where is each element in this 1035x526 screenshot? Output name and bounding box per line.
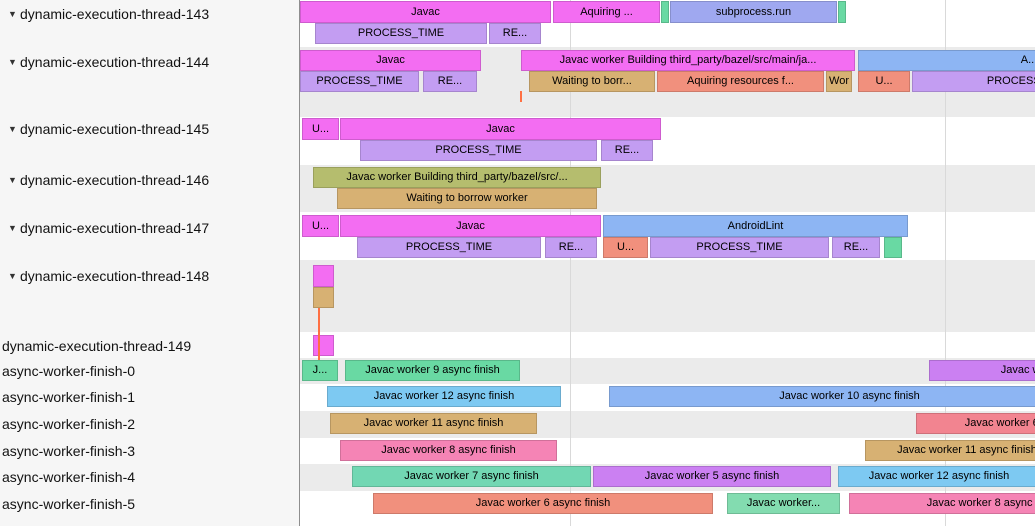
trace-slice[interactable] — [313, 335, 334, 356]
time-gridline — [945, 0, 946, 526]
track-header-async-worker-finish-4[interactable]: async-worker-finish-4 — [0, 468, 299, 486]
expander-triangle-icon[interactable]: ▼ — [8, 223, 17, 233]
track-name-label: async-worker-finish-4 — [2, 469, 136, 485]
trace-slice[interactable]: Javac worker 5 async finish — [593, 466, 831, 487]
trace-slice[interactable]: PROCESS_TIME — [360, 140, 597, 161]
trace-slice[interactable]: RE... — [489, 23, 541, 44]
track-header-dynamic-execution-thread-143[interactable]: ▼ dynamic-execution-thread-143 — [0, 5, 299, 23]
instant-event-marker[interactable] — [520, 91, 522, 102]
trace-slice[interactable]: Javac worker 5 async finish — [929, 360, 1035, 381]
trace-slice[interactable]: U... — [858, 71, 910, 92]
trace-slice[interactable]: RE... — [545, 237, 597, 258]
track-header-async-worker-finish-2[interactable]: async-worker-finish-2 — [0, 415, 299, 433]
trace-slice[interactable]: PROCESS_TIME — [357, 237, 541, 258]
trace-slice[interactable]: PROCESS_TIME — [650, 237, 829, 258]
trace-slice[interactable]: Javac worker 6 async finish — [916, 413, 1035, 434]
trace-slice[interactable]: Javac — [300, 50, 481, 71]
trace-slice[interactable]: Javac worker 9 async finish — [345, 360, 520, 381]
track-header-async-worker-finish-0[interactable]: async-worker-finish-0 — [0, 362, 299, 380]
trace-slice[interactable]: Javac worker Building third_party/bazel/… — [521, 50, 855, 71]
trace-slice[interactable]: U... — [302, 118, 339, 140]
trace-slice[interactable]: Javac worker 10 async finish — [609, 386, 1035, 407]
trace-slice[interactable]: U... — [603, 237, 648, 258]
trace-slice[interactable]: Javac — [300, 1, 551, 23]
trace-slice[interactable] — [884, 237, 902, 258]
trace-slice[interactable] — [313, 287, 334, 308]
expander-triangle-icon[interactable]: ▼ — [8, 124, 17, 134]
trace-slice[interactable]: Javac worker 12 async finish — [327, 386, 561, 407]
trace-slice[interactable]: Waiting to borrow worker — [337, 188, 597, 209]
track-name-label: async-worker-finish-0 — [2, 363, 136, 379]
track-header-dynamic-execution-thread-146[interactable]: ▼ dynamic-execution-thread-146 — [0, 171, 299, 189]
trace-slice[interactable]: Javac worker 8 async finish — [849, 493, 1035, 514]
track-name-panel: ▼ dynamic-execution-thread-143 ▼ dynamic-ex… — [0, 0, 300, 526]
trace-slice[interactable]: Javac worker 6 async finish — [373, 493, 713, 514]
row-background-band — [300, 260, 1035, 332]
expander-triangle-icon[interactable]: ▼ — [8, 175, 17, 185]
track-header-async-worker-finish-1[interactable]: async-worker-finish-1 — [0, 388, 299, 406]
trace-slice[interactable]: Wor — [826, 71, 852, 92]
trace-slice[interactable]: RE... — [423, 71, 477, 92]
track-name-label: dynamic-execution-thread-149 — [2, 338, 192, 354]
trace-slice[interactable]: Javac worker 7 async finish — [352, 466, 591, 487]
trace-slice[interactable]: Javac worker... — [727, 493, 840, 514]
trace-slice[interactable]: PROCESS_TIME — [300, 71, 419, 92]
track-header-async-worker-finish-3[interactable]: async-worker-finish-3 — [0, 442, 299, 460]
trace-slice[interactable] — [661, 1, 669, 23]
trace-slice[interactable]: Javac worker 11 async finish — [330, 413, 537, 434]
trace-slice[interactable]: Javac worker Building third_party/bazel/… — [313, 167, 601, 188]
track-header-dynamic-execution-thread-147[interactable]: ▼ dynamic-execution-thread-147 — [0, 219, 299, 237]
track-name-label: dynamic-execution-thread-144 — [20, 54, 210, 70]
trace-slice[interactable]: subprocess.run — [670, 1, 837, 23]
track-header-dynamic-execution-thread-144[interactable]: ▼ dynamic-execution-thread-144 — [0, 53, 299, 71]
trace-slice[interactable]: AndroidLint — [603, 215, 908, 237]
track-name-label: async-worker-finish-2 — [2, 416, 136, 432]
trace-slice[interactable]: U... — [302, 215, 339, 237]
track-name-label: async-worker-finish-1 — [2, 389, 136, 405]
trace-slice[interactable]: Javac — [340, 215, 601, 237]
expander-triangle-icon[interactable]: ▼ — [8, 271, 17, 281]
trace-slice[interactable]: A... — [858, 50, 1035, 71]
track-name-label: dynamic-execution-thread-143 — [20, 6, 210, 22]
track-header-dynamic-execution-thread-148[interactable]: ▼ dynamic-execution-thread-148 — [0, 267, 299, 285]
trace-slice[interactable]: Javac worker 12 async finish — [838, 466, 1035, 487]
track-header-dynamic-execution-thread-145[interactable]: ▼ dynamic-execution-thread-145 — [0, 120, 299, 138]
trace-slice[interactable]: J... — [302, 360, 338, 381]
trace-slice[interactable] — [313, 265, 334, 287]
track-header-async-worker-finish-5[interactable]: async-worker-finish-5 — [0, 495, 299, 513]
trace-slice[interactable]: Waiting to borr... — [529, 71, 655, 92]
track-name-label: dynamic-execution-thread-146 — [20, 172, 210, 188]
trace-slice[interactable]: RE... — [832, 237, 880, 258]
time-gridline — [570, 0, 571, 526]
track-header-dynamic-execution-thread-149[interactable]: dynamic-execution-thread-149 — [0, 337, 299, 355]
trace-slice[interactable]: Aquiring ... — [553, 1, 660, 23]
trace-slice[interactable]: Javac worker 11 async finish — [865, 440, 1035, 461]
track-name-label: dynamic-execution-thread-148 — [20, 268, 210, 284]
trace-slice[interactable]: PROCESS_TIME — [912, 71, 1035, 92]
trace-slice[interactable]: Javac worker 8 async finish — [340, 440, 557, 461]
track-name-label: async-worker-finish-5 — [2, 496, 136, 512]
trace-slice[interactable]: Aquiring resources f... — [657, 71, 824, 92]
trace-slice[interactable] — [838, 1, 846, 23]
track-name-label: async-worker-finish-3 — [2, 443, 136, 459]
expander-triangle-icon[interactable]: ▼ — [8, 9, 17, 19]
expander-triangle-icon[interactable]: ▼ — [8, 57, 17, 67]
trace-slice[interactable]: Javac — [340, 118, 661, 140]
track-name-label: dynamic-execution-thread-147 — [20, 220, 210, 236]
instant-event-marker[interactable] — [318, 308, 320, 360]
trace-slice[interactable]: RE... — [601, 140, 653, 161]
trace-slice[interactable]: PROCESS_TIME — [315, 23, 487, 44]
track-name-label: dynamic-execution-thread-145 — [20, 121, 210, 137]
